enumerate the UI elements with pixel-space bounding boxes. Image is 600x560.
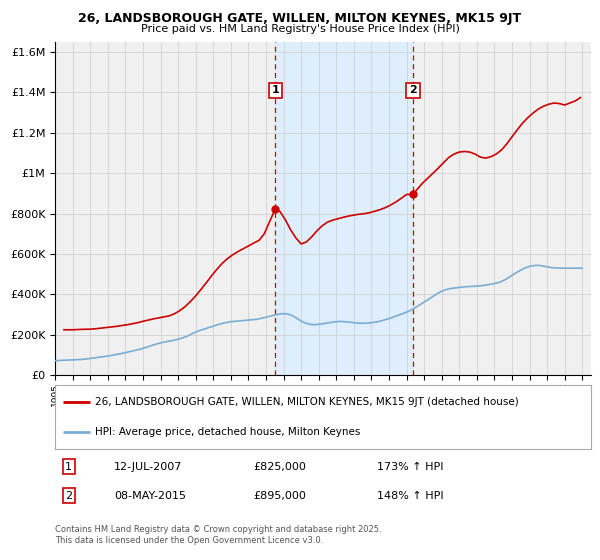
Text: 12-JUL-2007: 12-JUL-2007 [114, 462, 182, 472]
Bar [275, 42, 413, 375]
Text: Contains HM Land Registry data © Crown copyright and database right 2025.
This d: Contains HM Land Registry data © Crown c… [55, 525, 382, 545]
Text: 26, LANDSBOROUGH GATE, WILLEN, MILTON KEYNES, MK15 9JT (detached house): 26, LANDSBOROUGH GATE, WILLEN, MILTON KE… [95, 397, 519, 407]
Text: 08-MAY-2015: 08-MAY-2015 [114, 491, 186, 501]
Text: 1: 1 [272, 85, 280, 95]
Text: 1: 1 [65, 462, 72, 472]
Text: 26, LANDSBOROUGH GATE, WILLEN, MILTON KEYNES, MK15 9JT: 26, LANDSBOROUGH GATE, WILLEN, MILTON KE… [79, 12, 521, 25]
Text: £895,000: £895,000 [253, 491, 307, 501]
Text: Price paid vs. HM Land Registry's House Price Index (HPI): Price paid vs. HM Land Registry's House … [140, 24, 460, 34]
Text: 173% ↑ HPI: 173% ↑ HPI [377, 462, 443, 472]
Text: 2: 2 [65, 491, 72, 501]
Text: 2: 2 [409, 85, 417, 95]
Text: £825,000: £825,000 [253, 462, 307, 472]
Text: HPI: Average price, detached house, Milton Keynes: HPI: Average price, detached house, Milt… [95, 427, 361, 437]
Text: 148% ↑ HPI: 148% ↑ HPI [377, 491, 443, 501]
